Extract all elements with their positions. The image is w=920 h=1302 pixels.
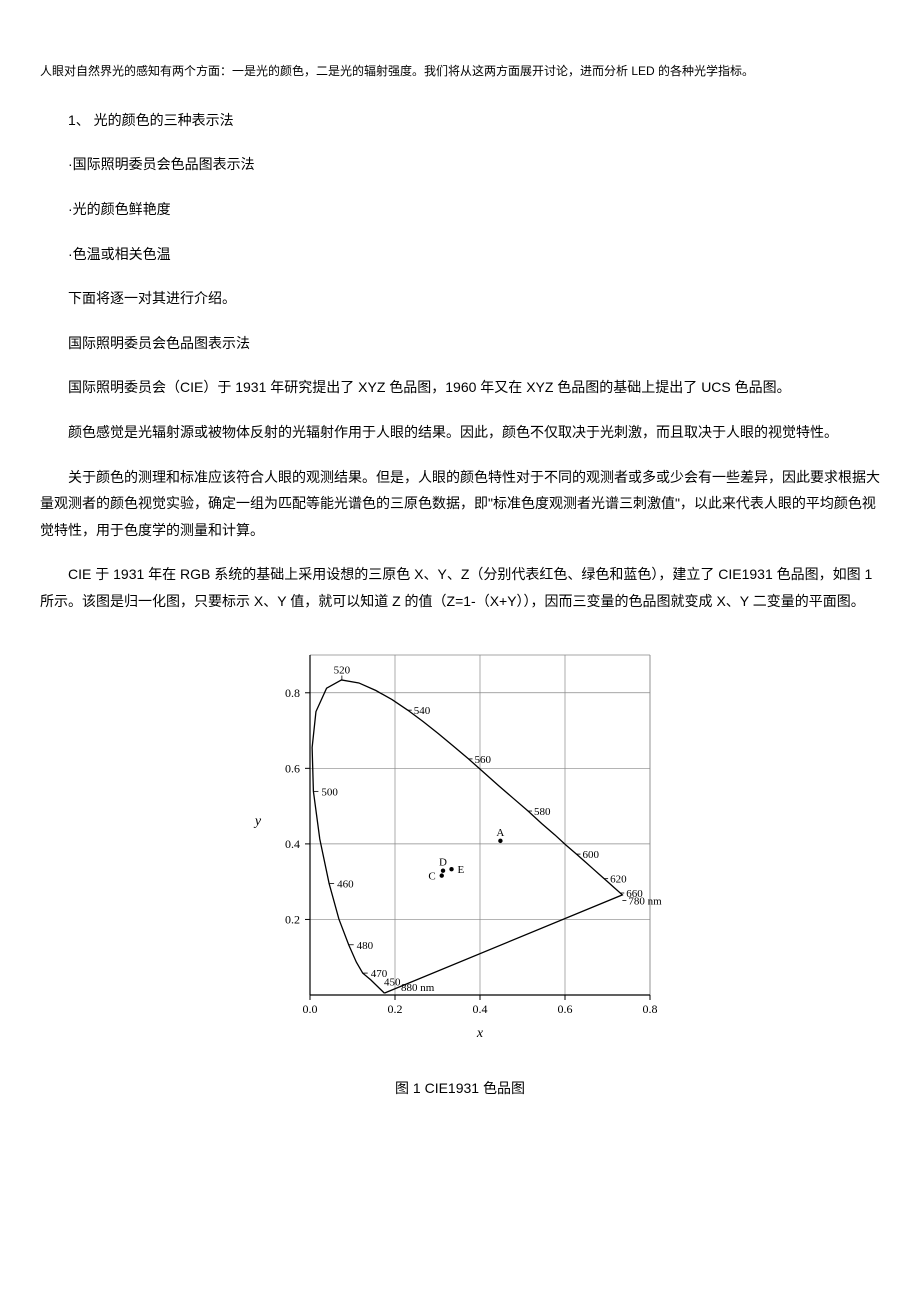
paragraph-cie-3: 关于颜色的测理和标准应该符合人眼的观测结果。但是，人眼的颜色特性对于不同的观测者…	[40, 464, 880, 544]
bullet-3: ·色温或相关色温	[40, 241, 880, 268]
svg-text:D: D	[439, 856, 447, 868]
cie-1931-chart: 0.0 0.2 0.4 0.6 0.8 0.2 0.4 0.6 0.8 x y 520 540 500 56…	[240, 645, 680, 1045]
svg-text:0.8: 0.8	[285, 685, 300, 699]
svg-text:600: 600	[582, 849, 599, 861]
bullet-2: ·光的颜色鲜艳度	[40, 196, 880, 223]
svg-text:0.4: 0.4	[285, 836, 300, 850]
svg-text:y: y	[253, 814, 262, 829]
intro-followup: 下面将逐一对其进行介绍。	[40, 285, 880, 312]
svg-text:A: A	[496, 826, 504, 838]
svg-text:0.8: 0.8	[643, 1002, 658, 1016]
cie-chart-container: 0.0 0.2 0.4 0.6 0.8 0.2 0.4 0.6 0.8 x y 520 540 500 56…	[40, 645, 880, 1045]
svg-text:780 nm: 780 nm	[628, 895, 662, 907]
svg-text:x: x	[476, 1026, 484, 1041]
svg-text:C: C	[428, 870, 435, 882]
bullet-1: ·国际照明委员会色品图表示法	[40, 151, 880, 178]
svg-text:460: 460	[337, 878, 354, 890]
section-1-title: 1、 光的颜色的三种表示法	[40, 107, 880, 134]
svg-text:0.4: 0.4	[473, 1002, 488, 1016]
svg-text:0.6: 0.6	[285, 761, 300, 775]
svg-text:500: 500	[321, 786, 338, 798]
paragraph-cie-1: 国际照明委员会（CIE）于 1931 年研究提出了 XYZ 色品图，1960 年…	[40, 374, 880, 401]
svg-text:450: 450	[384, 976, 401, 988]
svg-text:0.2: 0.2	[388, 1002, 403, 1016]
svg-text:540: 540	[414, 705, 431, 717]
svg-text:0.0: 0.0	[303, 1002, 318, 1016]
svg-text:E: E	[458, 864, 465, 876]
svg-text:560: 560	[475, 753, 492, 765]
svg-text:0.2: 0.2	[285, 912, 300, 926]
svg-text:0.6: 0.6	[558, 1002, 573, 1016]
paragraph-cie-2: 颜色感觉是光辐射源或被物体反射的光辐射作用于人眼的结果。因此，颜色不仅取决于光刺…	[40, 419, 880, 446]
svg-text:620: 620	[610, 873, 627, 885]
svg-text:480: 480	[357, 939, 374, 951]
paragraph-cie-4: CIE 于 1931 年在 RGB 系统的基础上采用设想的三原色 X、Y、Z（分…	[40, 561, 880, 614]
figure-1-caption: 图 1 CIE1931 色品图	[40, 1075, 880, 1102]
svg-text:880 nm: 880 nm	[401, 982, 435, 994]
intro-text: 人眼对自然界光的感知有两个方面：一是光的颜色，二是光的辐射强度。我们将从这两方面…	[40, 60, 880, 83]
svg-text:580: 580	[534, 806, 551, 818]
svg-text:520: 520	[334, 664, 351, 676]
heading-cie: 国际照明委员会色品图表示法	[40, 330, 880, 357]
